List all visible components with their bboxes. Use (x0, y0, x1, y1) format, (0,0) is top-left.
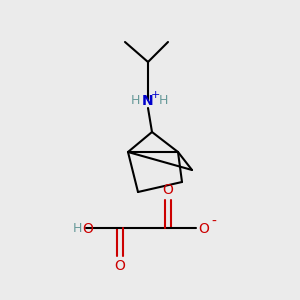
Text: -: - (212, 215, 216, 229)
Text: H: H (72, 223, 82, 236)
Text: N: N (142, 94, 154, 108)
Text: +: + (150, 90, 160, 100)
Text: O: O (115, 259, 125, 273)
Text: O: O (163, 183, 173, 197)
Text: O: O (82, 222, 93, 236)
Text: H: H (158, 94, 168, 107)
Text: H: H (130, 94, 140, 107)
Text: O: O (199, 222, 209, 236)
